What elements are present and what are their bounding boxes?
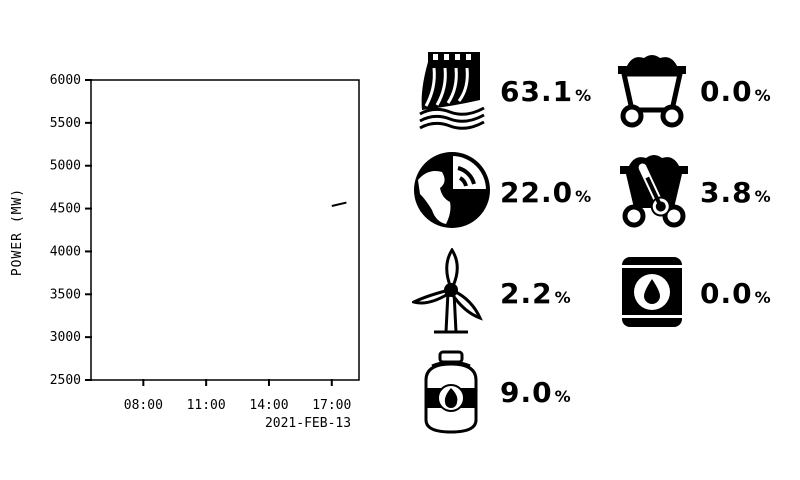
y-axis-label: POWER (MW) [10,188,25,276]
y-tick-label: 5000 [50,159,81,174]
oil-unit: % [754,288,772,307]
nuclear-unit: % [575,187,593,206]
gas-cylinder-icon [420,350,482,434]
x-tick-label: 08:00 [124,398,163,413]
coal-percentage: 0.0% [700,75,772,108]
x-axis-date-label: 2021-FEB-13 [265,416,351,431]
oil-percentage: 0.0% [700,277,772,310]
coal-value: 0.0 [700,75,753,108]
coal-cart-icon [614,50,690,128]
x-tick-label: 11:00 [187,398,226,413]
hydro-unit: % [575,86,593,105]
oil-barrel-icon [620,255,684,329]
biomass-value: 3.8 [700,176,753,209]
biomass-unit: % [754,187,772,206]
nuclear-percentage: 22.0% [500,176,592,209]
y-tick-label: 3500 [50,287,81,302]
hydro-percentage: 63.1% [500,75,592,108]
coal-unit: % [754,86,772,105]
wind-turbine-icon [409,247,490,334]
wind-value: 2.2 [500,277,553,310]
plot-frame [90,79,360,381]
gas-unit: % [554,387,572,406]
biomass-percentage: 3.8% [700,176,772,209]
x-tick-label: 14:00 [249,398,288,413]
biomass-cart-icon [616,152,692,230]
oil-value: 0.0 [700,277,753,310]
y-tick-label: 6000 [50,73,81,88]
power-series-line [331,201,347,207]
y-tick-label: 2500 [50,373,81,388]
hydro-dam-icon [414,50,486,130]
y-tick-label: 3000 [50,330,81,345]
wind-unit: % [554,288,572,307]
y-tick-label: 5500 [50,116,81,131]
gas-value: 9.0 [500,376,553,409]
nuclear-globe-icon [412,150,492,230]
hydro-value: 63.1 [500,75,574,108]
gas-percentage: 9.0% [500,376,572,409]
y-tick-label: 4000 [50,244,81,259]
wind-percentage: 2.2% [500,277,572,310]
nuclear-value: 22.0 [500,176,574,209]
x-tick-label: 17:00 [312,398,351,413]
y-tick-label: 4500 [50,202,81,217]
